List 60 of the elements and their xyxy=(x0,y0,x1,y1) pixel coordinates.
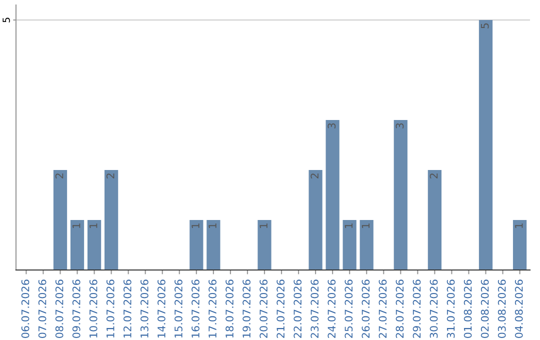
data-label: 2 xyxy=(310,174,318,178)
x-tick-label: 22.07.2026 xyxy=(294,280,302,338)
data-label: 5 xyxy=(481,23,489,28)
x-tick-label: 02.08.2026 xyxy=(480,280,489,338)
data-label: 1 xyxy=(260,223,268,228)
data-label: 1 xyxy=(515,223,523,228)
x-tick-label: 06.07.2026 xyxy=(21,280,30,338)
bar xyxy=(206,220,220,270)
x-tick-label: 30.07.2026 xyxy=(430,280,438,338)
data-label: 1 xyxy=(344,223,352,228)
x-tick-label: 25.07.2026 xyxy=(344,280,353,338)
x-tick-label: 18.07.2026 xyxy=(226,280,234,338)
x-tick-label: 07.07.2026 xyxy=(38,280,46,338)
data-label: 3 xyxy=(396,123,404,128)
x-tick-label: 21.07.2026 xyxy=(276,280,285,338)
x-tick-label: 27.07.2026 xyxy=(378,280,387,338)
x-tick-label: 13.07.2026 xyxy=(140,280,148,338)
x-tick-label: 24.07.2026 xyxy=(328,280,336,338)
data-label: 1 xyxy=(90,223,98,228)
bar xyxy=(70,220,84,270)
x-tick-label: 09.07.2026 xyxy=(72,280,80,338)
x-tick-label: 19.07.2026 xyxy=(242,280,250,338)
bar xyxy=(360,220,374,270)
x-tick-label: 16.07.2026 xyxy=(192,280,200,338)
data-label: 1 xyxy=(362,223,370,228)
x-tick-label: 29.07.2026 xyxy=(412,280,421,338)
data-label: 3 xyxy=(328,123,336,128)
bar xyxy=(428,170,442,270)
bar xyxy=(478,20,493,270)
x-tick-label: 10.07.2026 xyxy=(89,280,98,338)
data-label: 2 xyxy=(106,174,114,178)
bar xyxy=(342,220,356,270)
x-tick-label: 01.08.2026 xyxy=(464,280,472,338)
data-label: 1 xyxy=(192,223,200,228)
x-tick-label: 04.08.2026 xyxy=(514,280,523,338)
bar xyxy=(308,170,322,270)
bar xyxy=(87,220,102,270)
x-tick-label: 12.07.2026 xyxy=(123,280,132,338)
data-label: 2 xyxy=(430,174,438,178)
bar xyxy=(326,120,340,270)
x-tick-label: 15.07.2026 xyxy=(174,280,182,338)
x-tick-label: 20.07.2026 xyxy=(260,280,268,338)
bar xyxy=(512,220,527,270)
bar xyxy=(104,170,118,270)
bar xyxy=(53,170,68,270)
bar xyxy=(190,220,204,270)
x-tick-label: 14.07.2026 xyxy=(158,280,166,338)
bar xyxy=(258,220,272,270)
x-tick-label: 23.07.2026 xyxy=(310,280,319,338)
x-tick-label: 17.07.2026 xyxy=(208,280,216,338)
data-label: 2 xyxy=(55,174,64,178)
x-tick-label: 28.07.2026 xyxy=(396,280,404,338)
x-tick-label: 11.07.2026 xyxy=(106,280,114,338)
x-tick-label: 08.07.2026 xyxy=(55,280,64,338)
x-tick-label: 26.07.2026 xyxy=(362,280,370,338)
data-label: 1 xyxy=(72,223,80,228)
x-tick-label: 03.08.2026 xyxy=(498,280,506,338)
bar xyxy=(394,120,408,270)
x-tick-label: 31.07.2026 xyxy=(446,280,455,338)
data-label: 1 xyxy=(208,223,216,228)
